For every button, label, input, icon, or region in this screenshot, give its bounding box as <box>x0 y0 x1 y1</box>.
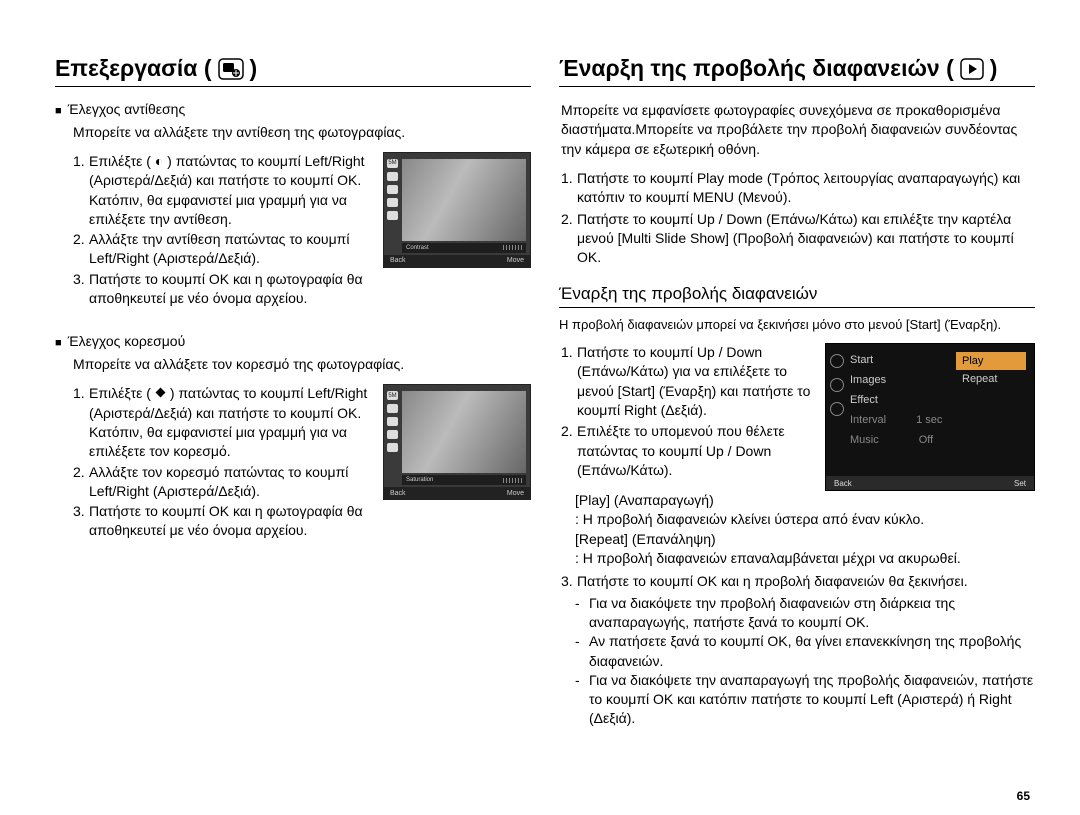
main-step-3: Πατήστε το κουμπί OK και η προβολή διαφα… <box>577 572 968 591</box>
thumb-back: Back <box>390 257 406 264</box>
main-steps-top: 1.Πατήστε το κουμπί Up / Down (Επάνω/Κάτ… <box>559 343 815 482</box>
menu-item-effect: Effect <box>850 394 878 406</box>
repeat-label: [Repeat] (Επανάληψη) <box>561 530 1035 549</box>
contrast-desc: Μπορείτε να αλλάξετε την αντίθεση της φω… <box>55 123 531 142</box>
menu-value-interval: 1 sec <box>916 414 942 426</box>
sub-title: Έναρξη της προβολής διαφανειών <box>559 284 1035 308</box>
dash-2: Αν πατήσετε ξανά το κουμπί OK, θα γίνει … <box>589 632 1035 671</box>
left-title-text: Επεξεργασία ( <box>55 55 212 82</box>
menu-option-play: Play <box>956 352 1026 370</box>
sub-intro: Η προβολή διαφανειών μπορεί να ξεκινήσει… <box>559 316 1035 334</box>
right-column: Έναρξη της προβολής διαφανειών ( ) Μπορε… <box>559 55 1035 729</box>
menu-screenshot: Start Images Effect Interval 1 sec Music O… <box>825 343 1035 491</box>
contrast-step-3: Πατήστε το κουμπί OK και η φωτογραφία θα… <box>89 270 373 309</box>
menu-set: Set <box>1014 479 1026 488</box>
pre-step-1: Πατήστε το κουμπί Play mode (Τρόπος λειτ… <box>577 169 1035 208</box>
saturation-screenshot: 5M Saturation BackMove <box>383 384 531 500</box>
main-step-2: Επιλέξτε το υπομενού που θέλετε πατώντας… <box>577 422 815 480</box>
contrast-step-2: Αλλάξτε την αντίθεση πατώντας το κουμπί … <box>89 230 373 269</box>
play-desc: : Η προβολή διαφανειών κλείνει ύστερα απ… <box>561 510 1035 529</box>
page-number: 65 <box>1017 789 1030 803</box>
menu-item-interval: Interval <box>850 414 886 426</box>
thumb-back: Back <box>390 490 406 497</box>
saturation-step-2: Αλλάξτε τον κορεσμό πατώντας το κουμπί L… <box>89 463 373 502</box>
slideshow-icon <box>960 58 984 80</box>
menu-option-repeat: Repeat <box>956 370 1026 388</box>
menu-value-music: Off <box>919 434 933 446</box>
contrast-step-1: Επιλέξτε ( ◐ ) πατώντας το κουμπί Left/R… <box>89 152 373 229</box>
repeat-desc: : Η προβολή διαφανειών επαναλαμβάνεται μ… <box>561 549 1035 568</box>
thumb-move: Move <box>507 490 524 497</box>
dash-list: -Για να διακόψετε την προβολή διαφανειών… <box>561 594 1035 729</box>
contrast-block: ■ Έλεγχος αντίθεσης Μπορείτε να αλλάξετε… <box>55 101 531 309</box>
saturation-desc: Μπορείτε να αλλάξετε τον κορεσμό της φωτ… <box>55 355 531 374</box>
pre-step-2: Πατήστε το κουμπί Up / Down (Επάνω/Κάτω)… <box>577 210 1035 268</box>
menu-item-music: Music <box>850 434 879 446</box>
right-title-text: Έναρξη της προβολής διαφανειών ( <box>559 55 954 82</box>
dash-3: Για να διακόψετε την αναπαραγωγή της προ… <box>589 671 1035 729</box>
bullet-icon: ■ <box>55 101 62 121</box>
contrast-heading: Έλεγχος αντίθεσης <box>68 101 186 117</box>
saturation-steps: 1.Επιλέξτε ( ⯁ ) πατώντας το κουμπί Left… <box>55 384 373 542</box>
thumb-contrast-label: Contrast <box>406 245 429 251</box>
bullet-icon: ■ <box>55 333 62 353</box>
menu-item-images: Images <box>850 374 886 386</box>
left-column: Επεξεργασία ( ) ■ Έλεγχος αντίθεσης Μπορ… <box>55 55 531 729</box>
main-steps-rest: [Play] (Αναπαραγωγή) : Η προβολή διαφανε… <box>559 491 1035 729</box>
menu-item-start: Start <box>850 354 873 366</box>
left-title-close: ) <box>250 55 258 82</box>
contrast-screenshot: 5M Contrast BackMove <box>383 152 531 268</box>
right-title: Έναρξη της προβολής διαφανειών ( ) <box>559 55 1035 87</box>
play-label: [Play] (Αναπαραγωγή) <box>561 491 1035 510</box>
right-intro: Μπορείτε να εμφανίσετε φωτογραφίες συνεχ… <box>561 101 1035 159</box>
edit-icon <box>218 58 244 80</box>
main-step-1: Πατήστε το κουμπί Up / Down (Επάνω/Κάτω)… <box>577 343 815 420</box>
saturation-step-1: Επιλέξτε ( ⯁ ) πατώντας το κουμπί Left/R… <box>89 384 373 461</box>
saturation-heading: Έλεγχος κορεσμού <box>68 333 186 349</box>
dash-1: Για να διακόψετε την προβολή διαφανειών … <box>589 594 1035 633</box>
contrast-steps: 1.Επιλέξτε ( ◐ ) πατώντας το κουμπί Left… <box>55 152 373 310</box>
thumb-move: Move <box>507 257 524 264</box>
left-title: Επεξεργασία ( ) <box>55 55 531 87</box>
saturation-block: ■ Έλεγχος κορεσμού Μπορείτε να αλλάξετε … <box>55 333 531 541</box>
right-title-close: ) <box>990 55 998 82</box>
thumb-saturation-label: Saturation <box>406 477 433 483</box>
pre-steps: 1.Πατήστε το κουμπί Play mode (Τρόπος λε… <box>559 169 1035 268</box>
menu-back: Back <box>834 479 852 488</box>
saturation-step-3: Πατήστε το κουμπί OK και η φωτογραφία θα… <box>89 502 373 541</box>
